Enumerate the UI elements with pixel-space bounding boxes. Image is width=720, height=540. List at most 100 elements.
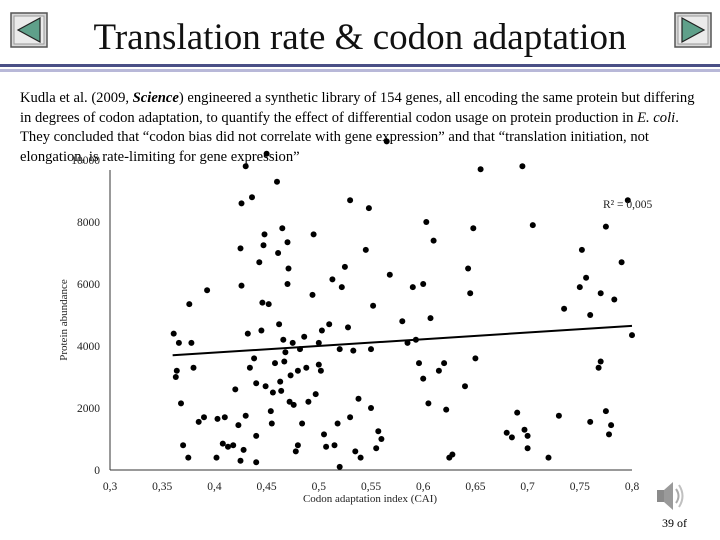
data-point (274, 178, 280, 185)
data-point (347, 197, 354, 204)
data-point (441, 360, 448, 367)
data-point (321, 431, 327, 438)
data-point (276, 321, 283, 328)
data-point (472, 355, 479, 362)
data-point (201, 414, 207, 421)
x-tick-label: 0,5 (312, 481, 327, 493)
data-point (425, 400, 432, 407)
data-point (587, 418, 594, 425)
data-point (370, 302, 377, 309)
data-point (253, 380, 260, 387)
y-tick-label: 10000 (71, 155, 100, 167)
data-point (378, 436, 385, 442)
data-point (312, 391, 319, 398)
data-point (555, 412, 562, 419)
data-point (284, 239, 291, 246)
data-point (477, 166, 484, 173)
data-point (238, 200, 245, 207)
data-point (262, 383, 269, 390)
data-point (362, 246, 369, 253)
data-point (285, 265, 292, 272)
audio-button[interactable] (654, 476, 686, 516)
data-point (242, 163, 249, 170)
title-rule-light (0, 69, 720, 72)
y-axis-label: Protein abundance (58, 279, 70, 361)
data-point (172, 374, 179, 380)
data-point (409, 284, 416, 291)
data-point (175, 339, 182, 346)
data-points (170, 138, 635, 470)
data-point (190, 364, 197, 371)
description-part-3: . They concluded that “codon bias did no… (20, 109, 679, 165)
y-tick-label: 4000 (77, 341, 100, 353)
data-point (294, 442, 301, 449)
title-rule (0, 64, 720, 67)
data-point (318, 327, 325, 334)
data-point (185, 454, 192, 461)
data-point (230, 442, 237, 449)
data-point (350, 347, 357, 354)
data-point (386, 271, 393, 278)
data-point (416, 360, 422, 367)
data-point (232, 386, 239, 393)
data-point (249, 194, 255, 201)
data-point (240, 446, 247, 453)
data-point (282, 349, 289, 356)
x-tick-label: 0,7 (520, 481, 535, 493)
y-tick-label: 8000 (77, 217, 100, 229)
data-point (269, 389, 276, 396)
x-tick-label: 0,4 (207, 481, 222, 493)
data-point (280, 336, 287, 343)
previous-slide-button[interactable] (10, 12, 48, 48)
speaker-icon (657, 482, 684, 510)
data-point (465, 265, 472, 272)
data-point (259, 299, 266, 306)
data-point (508, 434, 515, 441)
x-tick-label: 0,45 (257, 481, 277, 493)
data-point (173, 367, 180, 374)
data-point (278, 387, 285, 394)
data-point (423, 219, 430, 225)
data-point (251, 355, 258, 362)
x-tick-label: 0,65 (465, 481, 485, 493)
description-part-2: ) engineered a synthetic library of 154 … (20, 90, 695, 126)
data-point (267, 408, 274, 415)
data-point (368, 405, 374, 411)
data-point (611, 296, 618, 303)
data-point (519, 163, 526, 170)
data-point (467, 290, 474, 297)
data-point (576, 284, 583, 291)
data-point (345, 324, 351, 331)
data-point (256, 259, 263, 266)
data-point (329, 276, 336, 283)
data-point (292, 448, 299, 455)
data-point (443, 406, 450, 413)
data-point (606, 431, 612, 438)
data-point (237, 245, 244, 252)
x-tick-label: 0,35 (152, 481, 172, 493)
data-point (242, 412, 249, 419)
data-point (253, 459, 260, 466)
data-point (326, 321, 333, 328)
data-point (290, 401, 297, 408)
y-tick-label: 0 (94, 465, 100, 477)
data-point (521, 426, 528, 433)
data-point (261, 231, 268, 238)
data-point (277, 378, 284, 385)
data-point (383, 138, 390, 145)
next-slide-button[interactable] (674, 12, 712, 48)
data-point (602, 408, 609, 415)
data-point (624, 197, 631, 204)
x-tick-label: 0,6 (416, 481, 431, 493)
slide-description: Kudla et al. (2009, Science) engineered … (20, 89, 705, 167)
organism-name: E. coli (637, 109, 676, 126)
data-point (583, 274, 590, 281)
journal-name: Science (132, 90, 179, 106)
y-tick-label: 6000 (77, 279, 100, 291)
data-point (275, 250, 282, 256)
data-point (219, 440, 226, 447)
data-point (195, 418, 202, 425)
data-point (629, 332, 635, 339)
chart-axes (109, 170, 632, 471)
